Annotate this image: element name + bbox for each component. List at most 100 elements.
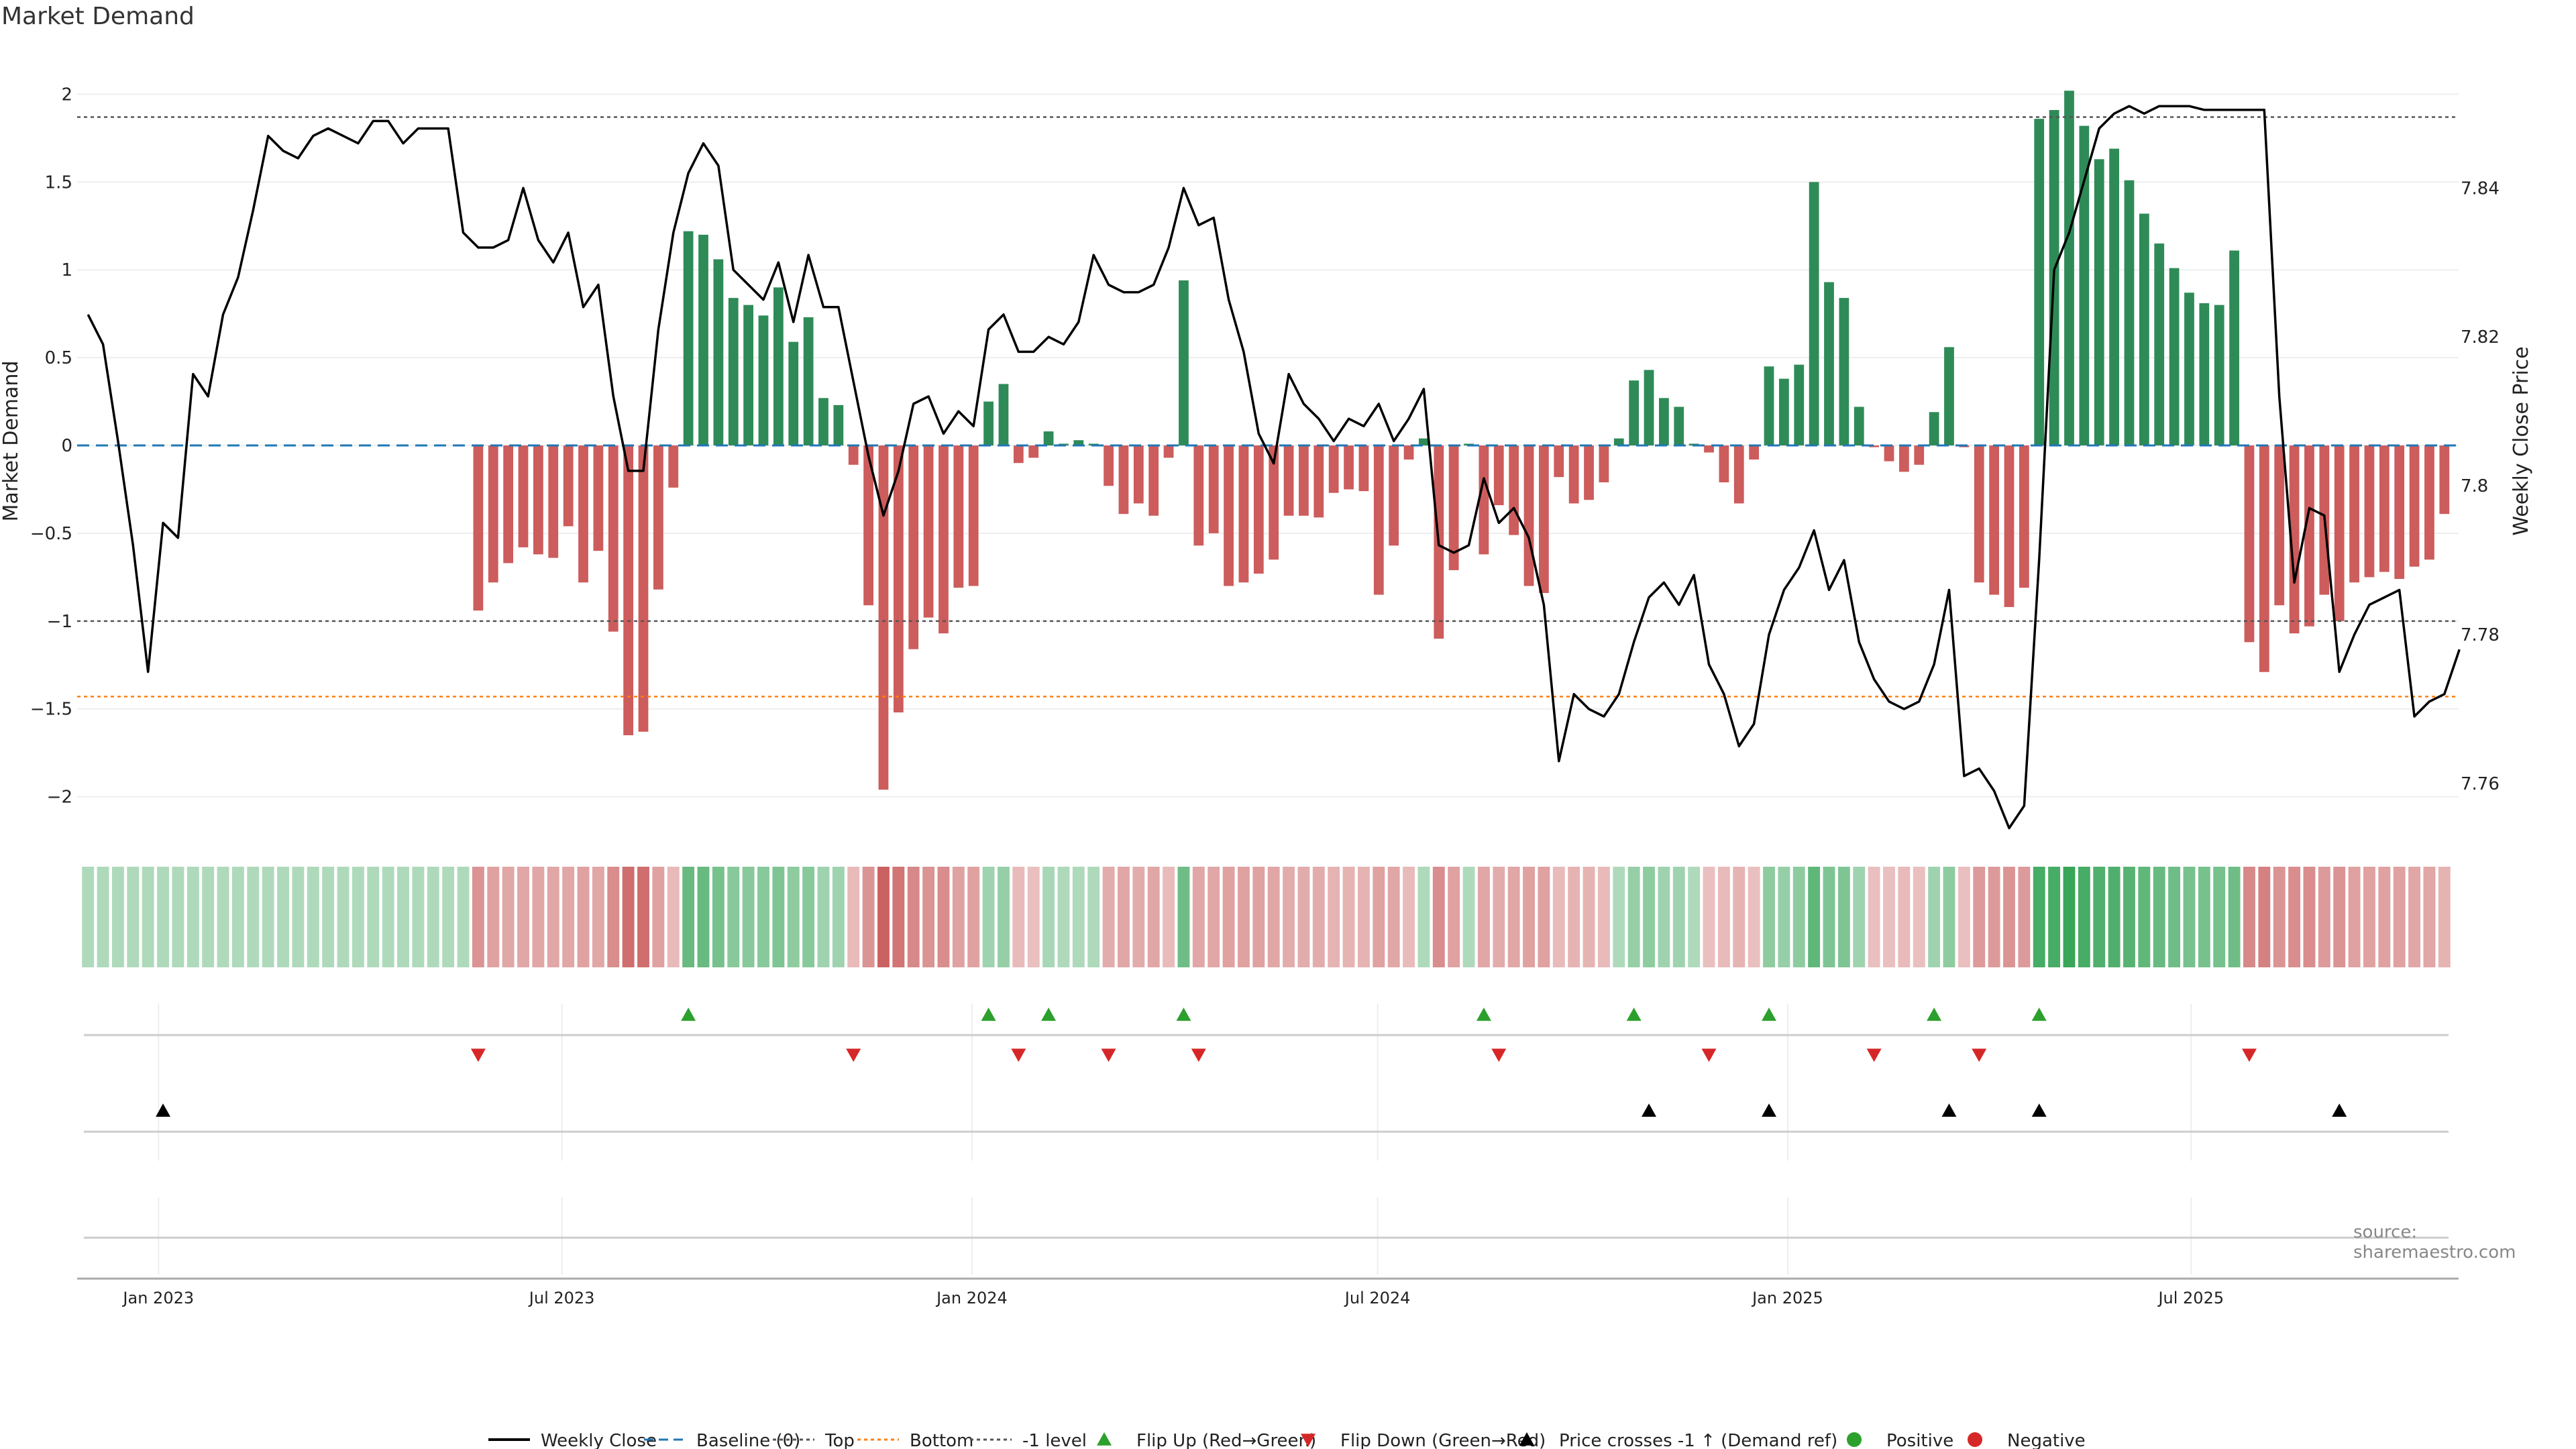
demand-bar-negative xyxy=(533,445,543,555)
price-cross-marker xyxy=(1941,1104,1957,1117)
demand-bar-positive xyxy=(818,398,828,446)
heat-cell xyxy=(1928,867,1941,967)
demand-bar-positive xyxy=(1613,438,1624,446)
heat-cell xyxy=(1643,867,1655,967)
demand-bar-positive xyxy=(2064,91,2074,446)
heat-cell xyxy=(2303,867,2316,967)
demand-bar-negative xyxy=(1118,445,1129,515)
heat-cell xyxy=(2063,867,2076,967)
demand-bar-negative xyxy=(2334,445,2345,621)
demand-bar-negative xyxy=(1148,445,1159,516)
heat-cell xyxy=(877,867,890,967)
heat-cell xyxy=(97,867,109,967)
legend-label: Flip Up (Red→Green) xyxy=(1136,1431,1316,1449)
demand-bar-positive xyxy=(2139,213,2149,446)
demand-bar-negative xyxy=(923,445,934,618)
demand-bar-negative xyxy=(1869,445,1880,447)
x-tick-label: Jul 2024 xyxy=(1344,1289,1411,1307)
demand-bar-negative xyxy=(473,445,484,611)
heat-cell xyxy=(697,867,710,967)
heat-cell xyxy=(1538,867,1550,967)
heat-cell xyxy=(262,867,274,967)
demand-bar-positive xyxy=(1929,412,1939,446)
heat-cell xyxy=(742,867,755,967)
heat-cell xyxy=(1147,867,1160,967)
heat-cell xyxy=(1417,867,1430,967)
price-cross-marker xyxy=(1642,1104,1657,1117)
heat-cell xyxy=(2093,867,2106,967)
demand-bar-negative xyxy=(653,445,663,590)
flip-down-marker xyxy=(1701,1049,1717,1062)
heat-cell xyxy=(712,867,724,967)
heat-cell xyxy=(2198,867,2210,967)
y2-tick-label: 7.82 xyxy=(2461,327,2500,347)
price-cross-marker xyxy=(2332,1104,2347,1117)
heat-cell xyxy=(2213,867,2226,967)
heat-cell xyxy=(1042,867,1055,967)
demand-bar-negative xyxy=(1479,445,1489,555)
heat-cell xyxy=(1118,867,1130,967)
price-cross-marker xyxy=(1762,1104,1777,1117)
demand-bar-negative xyxy=(878,445,889,790)
y-axis-label: Market Demand xyxy=(0,361,23,522)
heat-cell xyxy=(352,867,364,967)
heat-cell xyxy=(1087,867,1100,967)
heat-cell xyxy=(2288,867,2301,967)
demand-bar-positive xyxy=(983,401,994,446)
demand-bars xyxy=(473,91,2450,790)
demand-bar-negative xyxy=(1448,445,1459,570)
heat-cell xyxy=(2048,867,2061,967)
demand-bar-negative xyxy=(953,445,964,588)
demand-bar-positive xyxy=(2229,250,2239,446)
heat-cell xyxy=(472,867,484,967)
demand-bar-negative xyxy=(1599,445,1609,483)
demand-bar-positive xyxy=(698,234,708,446)
heat-cell xyxy=(1717,867,1730,967)
heat-cell xyxy=(2228,867,2241,967)
heat-cell xyxy=(1733,867,1746,967)
heat-cell xyxy=(231,867,244,967)
heat-cell xyxy=(1342,867,1355,967)
heat-cell xyxy=(111,867,124,967)
heat-cell xyxy=(427,867,439,967)
heat-cell xyxy=(1267,867,1280,967)
heat-cell xyxy=(2033,867,2045,967)
y2-tick-label: 7.84 xyxy=(2461,178,2500,199)
heat-cell xyxy=(2363,867,2375,967)
demand-bar-negative xyxy=(2394,445,2405,580)
weekly-close-line xyxy=(87,105,2461,830)
heat-cell xyxy=(2138,867,2151,967)
heat-cell xyxy=(1072,867,1085,967)
y2-tick-label: 7.8 xyxy=(2461,476,2488,496)
x-tick-label: Jan 2023 xyxy=(121,1289,194,1307)
demand-bar-positive xyxy=(773,287,784,446)
reference-lines xyxy=(77,116,2459,698)
flip-down-marker xyxy=(1866,1049,1882,1062)
heat-cell xyxy=(562,867,575,967)
heat-cell xyxy=(937,867,950,967)
heat-cell xyxy=(622,867,635,967)
heat-cell xyxy=(382,867,394,967)
heat-cell xyxy=(682,867,695,967)
heat-cell xyxy=(82,867,95,967)
price-cross-marker xyxy=(156,1104,171,1117)
heat-cell xyxy=(1613,867,1625,967)
demand-bar-positive xyxy=(1179,280,1189,446)
heat-cell xyxy=(2168,867,2181,967)
demand-bar-negative xyxy=(1328,445,1339,493)
y-tick-label: −0.5 xyxy=(30,524,72,544)
flip-down-marker xyxy=(1491,1049,1507,1062)
demand-bar-negative xyxy=(1568,445,1579,504)
demand-bar-positive xyxy=(1794,364,1805,446)
demand-bar-negative xyxy=(1104,445,1114,486)
demand-bar-positive xyxy=(2169,268,2180,446)
heat-cell xyxy=(1357,867,1370,967)
x-axis: Jan 2023 Jul 2023 Jan 2024 Jul 2024 Jan 2025… xyxy=(77,1277,2459,1307)
heat-cell xyxy=(2318,867,2330,967)
heat-cell xyxy=(1853,867,1866,967)
heat-cell xyxy=(397,867,409,967)
heat-cell xyxy=(757,867,769,967)
demand-bar-positive xyxy=(758,315,769,446)
heat-cell xyxy=(1943,867,1955,967)
heat-cell xyxy=(1057,867,1070,967)
